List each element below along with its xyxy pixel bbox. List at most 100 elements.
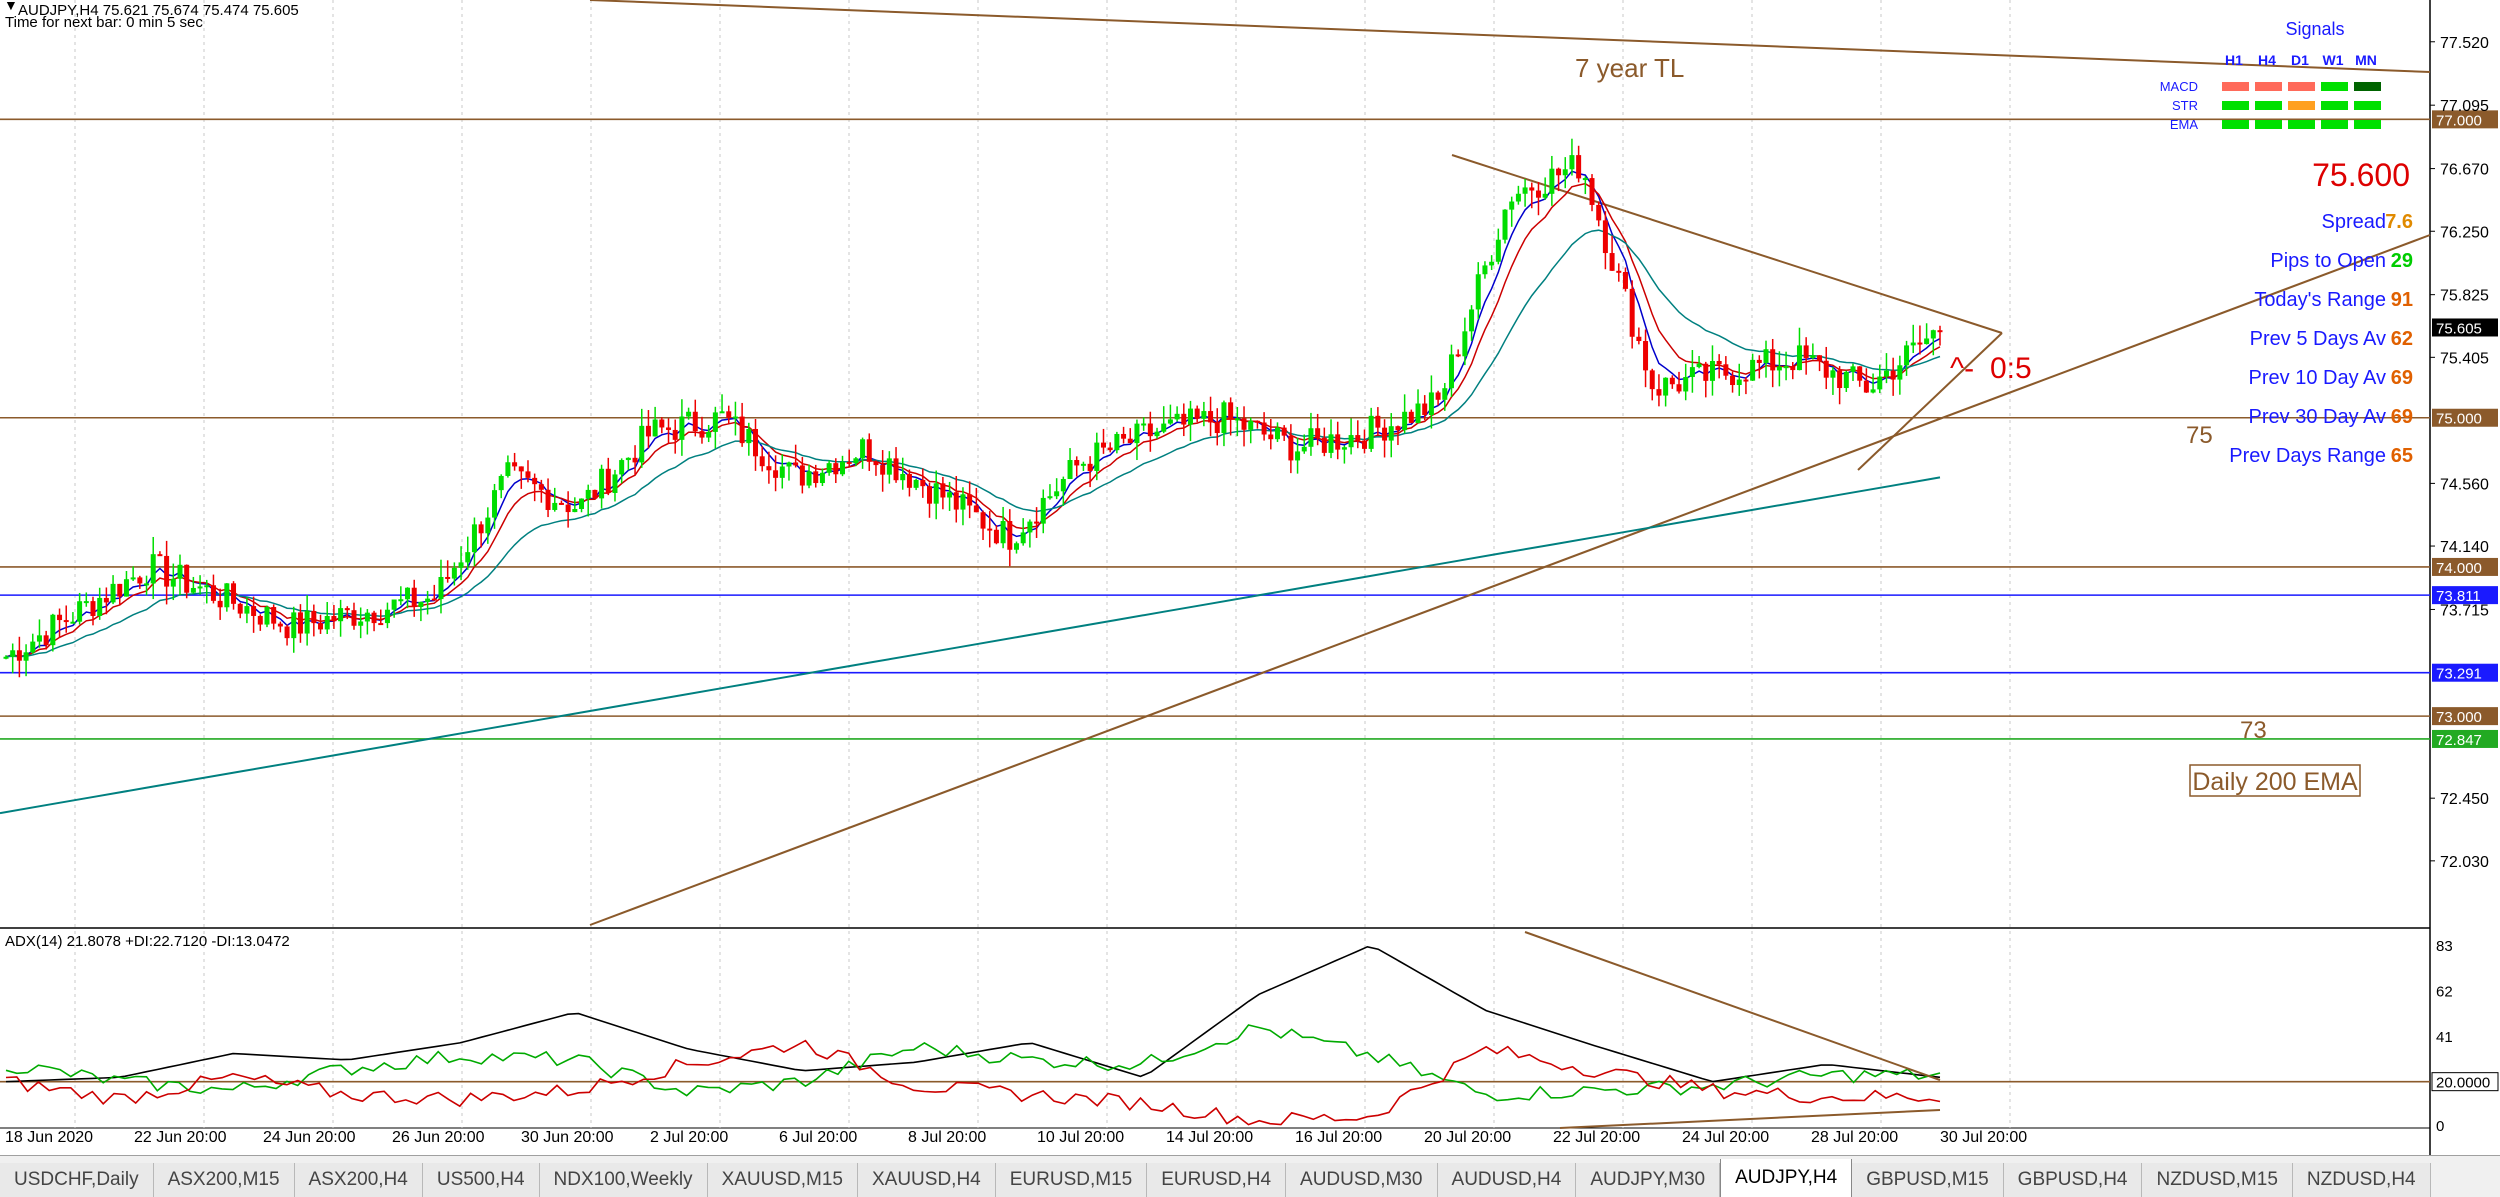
time-tick-label: 22 Jul 20:00 — [1553, 1129, 1640, 1146]
signal-cell — [2222, 120, 2249, 129]
wedge-support-trendline — [1857, 332, 2003, 471]
candle-body — [1609, 253, 1615, 271]
candle-body — [1355, 435, 1361, 441]
symbol-tab[interactable]: AUDJPY,M30 — [1576, 1163, 1721, 1197]
current-price-tag — [2432, 318, 2498, 337]
candle-body — [840, 461, 846, 475]
candle-body — [1047, 496, 1053, 499]
candle-body — [1589, 178, 1595, 205]
symbol-tab[interactable]: ASX200,M15 — [153, 1163, 295, 1197]
candle-body — [1770, 349, 1776, 371]
stat-label: Spread — [2322, 211, 2387, 233]
level-tag — [2432, 110, 2498, 129]
symbol-tab[interactable]: USDCHF,Daily — [0, 1163, 154, 1197]
symbol-tab[interactable]: AUDUSD,H4 — [1437, 1163, 1577, 1197]
candle-body — [1917, 342, 1923, 345]
symbol-tab[interactable]: NDX100,Weekly — [539, 1163, 708, 1197]
candle-body — [512, 462, 518, 467]
candle-body — [900, 473, 906, 481]
candle-body — [251, 606, 257, 616]
stat-label: Prev Days Range — [2229, 445, 2386, 467]
candle-body — [686, 411, 692, 417]
signals-title: Signals — [2285, 19, 2344, 39]
candle-body — [987, 528, 993, 531]
candle-body — [672, 429, 678, 440]
time-tick-label: 2 Jul 20:00 — [650, 1129, 728, 1146]
candle-body — [860, 439, 866, 459]
candle-body — [1683, 376, 1689, 392]
candle-body — [371, 612, 377, 624]
signal-column-label: MN — [2355, 52, 2377, 68]
candle-body — [1415, 403, 1421, 423]
candle-body — [465, 552, 471, 563]
symbol-tab[interactable]: ASX200,H4 — [294, 1163, 423, 1197]
candle-body — [960, 494, 966, 510]
chart-area[interactable]: 77.000 75.000 74.000 73.811 73.291 73.000 72.8… — [0, 0, 2500, 1155]
candle-body — [57, 614, 63, 621]
candle-body — [1877, 376, 1883, 390]
candle-body — [1756, 359, 1762, 363]
candle-body — [10, 650, 16, 657]
candle-body — [150, 554, 156, 584]
candle-body — [1562, 169, 1568, 176]
candle-body — [1837, 370, 1843, 389]
candle-body — [1147, 423, 1153, 437]
candle-body — [1214, 422, 1220, 434]
symbol-tab[interactable]: EURUSD,M15 — [995, 1163, 1148, 1197]
symbol-tab[interactable]: AUDUSD,M30 — [1286, 1163, 1438, 1197]
candle-body — [1382, 427, 1388, 441]
symbol-tab[interactable]: AUDJPY,H4 — [1720, 1159, 1853, 1197]
daily-200-ema-line — [0, 476, 1941, 815]
candle-body — [398, 599, 404, 602]
tl-label: 7 year TL — [1575, 53, 1684, 83]
signal-cell — [2288, 82, 2315, 91]
level-tag-label: 77.000 — [2436, 112, 2482, 129]
candle-body — [1435, 392, 1441, 400]
symbol-info: AUDJPY,H4 75.621 75.674 75.474 75.605 — [18, 2, 299, 19]
candle-body — [933, 483, 939, 504]
candle-body — [297, 612, 303, 634]
candle-body — [1395, 426, 1401, 431]
svg-text:▼: ▼ — [4, 0, 18, 13]
candle-body — [123, 579, 129, 597]
candle-body — [753, 428, 759, 457]
symbol-tab[interactable]: EURUSD,H4 — [1147, 1163, 1287, 1197]
candle-body — [1883, 370, 1889, 377]
candle-body — [1422, 403, 1428, 415]
level-tag — [2432, 729, 2498, 748]
symbol-tab[interactable]: US500,H4 — [422, 1163, 540, 1197]
candle-body — [692, 411, 698, 432]
candle-body — [833, 463, 839, 475]
candle-body — [50, 614, 56, 646]
adx-rising-trendline — [1559, 1109, 1941, 1129]
candle-body — [137, 577, 143, 584]
candle-body — [1221, 402, 1227, 434]
signal-column-label: W1 — [2323, 52, 2344, 68]
seven-year-trendline — [589, 0, 2431, 73]
candle-body — [70, 621, 76, 624]
symbol-tab[interactable]: GBPUSD,M15 — [1852, 1163, 2004, 1197]
stat-label: Pips to Open — [2270, 250, 2386, 272]
time-tick-label: 28 Jul 20:00 — [1811, 1129, 1898, 1146]
candle-body — [36, 635, 42, 642]
price-tick-label: 73.715 — [2440, 602, 2489, 619]
candle-body — [1830, 370, 1836, 378]
signal-cell — [2288, 120, 2315, 129]
candle-body — [217, 600, 223, 608]
candle-body — [552, 502, 558, 510]
symbol-tab[interactable]: NZDUSD,M15 — [2142, 1163, 2293, 1197]
candle-body — [1228, 402, 1234, 419]
candle-body — [284, 626, 290, 639]
candle-body — [1154, 431, 1160, 437]
candle-body — [920, 479, 926, 487]
candle-body — [485, 517, 491, 534]
symbol-tab[interactable]: XAUUSD,M15 — [707, 1163, 858, 1197]
symbol-tab[interactable]: NZDUSD,H4 — [2292, 1163, 2431, 1197]
candle-body — [1542, 193, 1548, 198]
time-tick-label: 18 Jun 2020 — [5, 1129, 93, 1146]
symbol-tab[interactable]: XAUUSD,H4 — [857, 1163, 996, 1197]
stat-label: Prev 10 Day Av — [2249, 367, 2386, 389]
symbol-tab[interactable]: GBPUSD,H4 — [2003, 1163, 2143, 1197]
candle-body — [1515, 193, 1521, 202]
candle-body — [605, 468, 611, 493]
